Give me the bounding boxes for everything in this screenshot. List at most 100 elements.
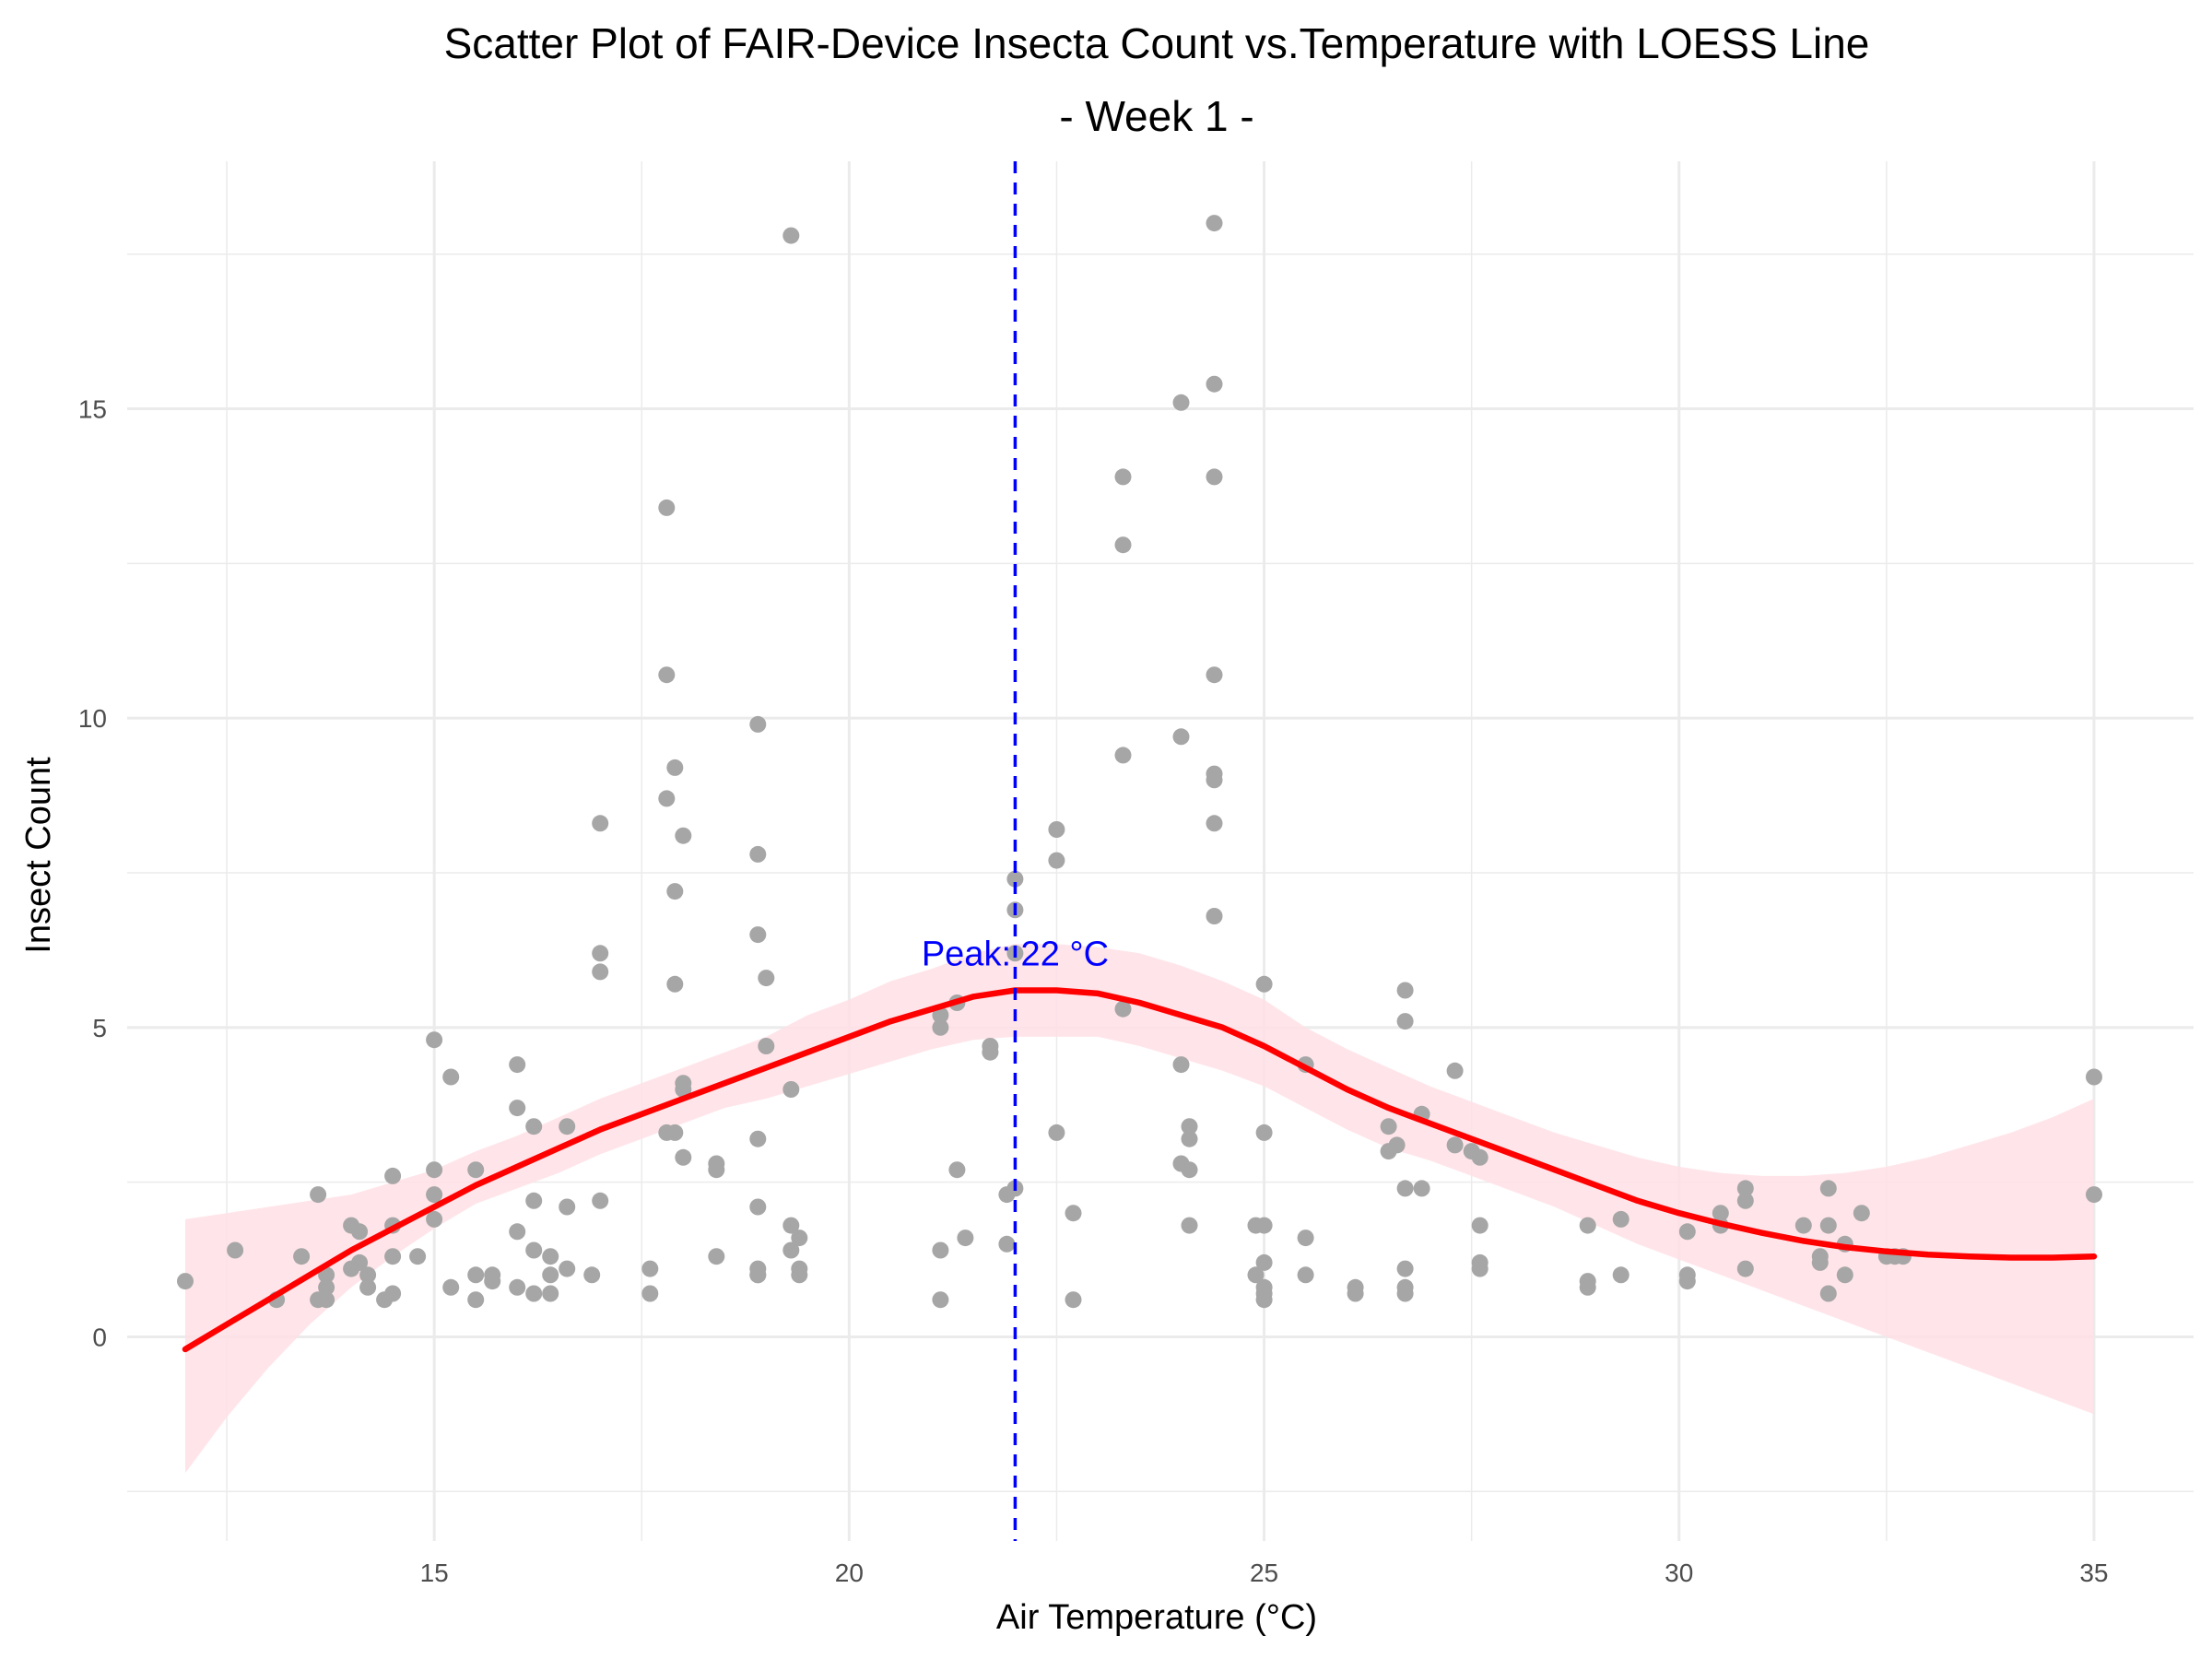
data-point	[318, 1291, 335, 1309]
peak-marker: Peak: 22 °C	[922, 161, 1109, 1541]
data-point	[1396, 1180, 1414, 1197]
x-tick-label: 35	[2079, 1559, 2108, 1587]
data-point	[675, 827, 692, 844]
data-point	[592, 815, 609, 832]
data-point	[442, 1068, 460, 1086]
data-point	[542, 1285, 559, 1302]
data-point	[592, 963, 609, 981]
data-point	[1396, 1285, 1414, 1302]
data-point	[227, 1241, 244, 1259]
data-point	[1048, 821, 1065, 838]
data-point	[641, 1285, 659, 1302]
data-point	[1206, 908, 1223, 924]
data-point	[982, 1043, 999, 1061]
tick-labels: 15 20 25 30 35 0 5 10 15	[78, 395, 2109, 1587]
data-point	[1297, 1230, 1314, 1247]
data-point	[1819, 1285, 1837, 1302]
data-point	[708, 1161, 725, 1179]
data-point	[1811, 1253, 1829, 1271]
data-point	[782, 227, 800, 244]
data-point	[791, 1266, 808, 1284]
y-tick-label: 0	[92, 1323, 107, 1351]
data-point	[2086, 1186, 2102, 1204]
y-tick-label: 10	[78, 704, 107, 733]
data-point	[1471, 1148, 1488, 1166]
data-point	[1114, 1000, 1132, 1018]
loess-line-layer	[182, 987, 2098, 1353]
data-point	[177, 1273, 194, 1290]
data-point	[658, 499, 676, 516]
data-point	[559, 1260, 576, 1277]
data-point	[1048, 1124, 1065, 1141]
data-point	[1065, 1291, 1082, 1309]
data-point	[1255, 1124, 1273, 1141]
data-point	[1579, 1278, 1596, 1296]
data-point	[749, 715, 767, 733]
data-point	[1255, 1253, 1273, 1271]
data-point	[641, 1260, 659, 1277]
data-point	[666, 975, 684, 993]
data-point	[1172, 394, 1190, 411]
data-point	[1396, 982, 1414, 999]
data-point	[1612, 1210, 1630, 1228]
data-point	[1380, 1118, 1397, 1135]
data-point	[1471, 1217, 1488, 1234]
data-point	[675, 1148, 692, 1166]
data-point	[1819, 1180, 1837, 1197]
data-point	[758, 1038, 775, 1054]
data-point	[1853, 1205, 1870, 1222]
data-point	[957, 1230, 974, 1247]
data-point	[384, 1248, 402, 1265]
data-point	[467, 1291, 485, 1309]
data-point	[666, 883, 684, 900]
data-point	[525, 1241, 543, 1259]
data-point	[1172, 1056, 1190, 1074]
data-point	[1181, 1118, 1198, 1135]
data-point	[359, 1278, 377, 1296]
data-point	[426, 1210, 443, 1228]
x-tick-label: 15	[420, 1559, 449, 1587]
data-point	[932, 1006, 949, 1024]
data-point	[509, 1278, 526, 1296]
data-point	[409, 1248, 427, 1265]
data-point	[1206, 771, 1223, 789]
x-axis-title: Air Temperature (°C)	[996, 1598, 1317, 1637]
data-point	[675, 1081, 692, 1098]
data-point	[791, 1230, 808, 1247]
data-point	[1446, 1136, 1464, 1154]
data-point	[666, 1124, 684, 1141]
data-point	[542, 1248, 559, 1265]
data-point	[1612, 1266, 1630, 1284]
data-point	[384, 1167, 402, 1184]
data-point	[509, 1100, 526, 1117]
data-point	[932, 1241, 949, 1259]
data-point	[1347, 1285, 1364, 1302]
data-point	[1206, 666, 1223, 684]
data-point	[749, 1198, 767, 1216]
data-point	[1206, 468, 1223, 486]
data-point	[1181, 1130, 1198, 1147]
data-point	[658, 666, 676, 684]
data-point	[426, 1186, 443, 1204]
data-point	[426, 1031, 443, 1049]
data-point	[1297, 1266, 1314, 1284]
data-point	[1206, 375, 1223, 393]
data-point	[351, 1253, 369, 1271]
data-point	[384, 1285, 402, 1302]
data-point	[782, 1081, 800, 1098]
data-point	[525, 1118, 543, 1135]
data-point	[1255, 975, 1273, 993]
confidence-band	[185, 944, 2094, 1474]
data-point	[1114, 747, 1132, 764]
data-point	[1446, 1062, 1464, 1079]
data-point	[1065, 1205, 1082, 1222]
data-point	[782, 1241, 800, 1259]
data-point	[1181, 1217, 1198, 1234]
data-point	[542, 1266, 559, 1284]
data-point	[782, 1217, 800, 1234]
peak-label: Peak: 22 °C	[922, 935, 1109, 973]
data-point	[426, 1161, 443, 1179]
data-point	[1048, 852, 1065, 869]
data-point	[948, 1161, 966, 1179]
